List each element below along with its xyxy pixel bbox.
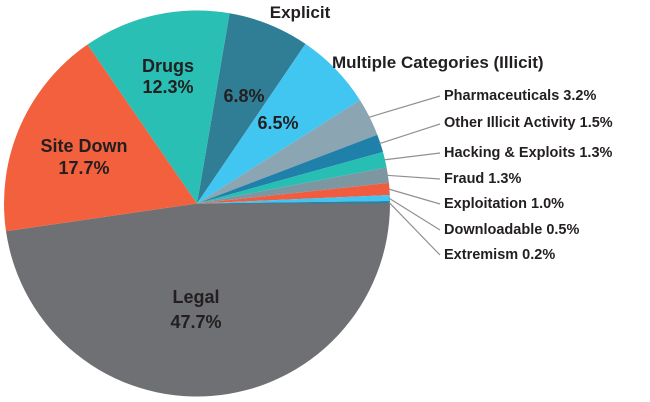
label-drugs-name: Drugs — [141, 56, 194, 76]
label-legal-name: Legal — [172, 287, 220, 307]
callout-other-illicit-activity: Other Illicit Activity 1.5% — [444, 115, 613, 131]
label-site-down-name: Site Down — [40, 136, 128, 156]
pie-slice-exploitation — [197, 182, 390, 204]
pie-slice-extremism — [197, 201, 390, 204]
pie-slice-pharmaceuticals — [197, 100, 378, 204]
leader-line — [386, 174, 441, 180]
pie-slices-group — [3, 10, 390, 397]
callout-fraud: Fraud 1.3% — [444, 171, 522, 187]
pie-slice-fraud — [197, 167, 389, 204]
callout-downloadable: Downloadable 0.5% — [444, 222, 580, 238]
label-multiple-categories-percent: 6.5% — [257, 113, 299, 133]
leader-line — [368, 95, 441, 118]
label-multiple-categories-illicit: Multiple Categories (Illicit) — [332, 53, 544, 72]
pie-slice-downloadable — [197, 195, 390, 204]
pie-slice-site-down — [3, 44, 197, 232]
leader-line — [379, 123, 441, 145]
leader-line — [388, 197, 441, 231]
pie-slice-multiple-categories-illicit — [197, 43, 360, 204]
label-drugs: Drugs 12.3% — [118, 56, 218, 98]
label-legal-percent: 47.7% — [170, 312, 222, 332]
callout-exploitation: Exploitation 1.0% — [444, 196, 565, 212]
leader-line — [383, 152, 441, 161]
label-explicit-percent: 6.8% — [223, 86, 265, 106]
label-legal: Legal 47.7% — [136, 285, 256, 335]
callout-hacking-exploits: Hacking & Exploits 1.3% — [444, 145, 613, 161]
pie-slice-hacking-exploits — [197, 151, 387, 204]
pie-slice-explicit — [197, 13, 306, 204]
label-explicit: Explicit — [269, 3, 331, 22]
pie-slice-other-illicit-activity — [197, 134, 383, 204]
leader-lines-group — [368, 95, 441, 256]
label-site-down-percent: 17.7% — [58, 158, 110, 178]
label-drugs-percent: 12.3% — [142, 77, 194, 97]
pie-slice-drugs — [87, 10, 230, 204]
callout-pharmaceuticals: Pharmaceuticals 3.2% — [444, 88, 597, 104]
pie-slice-legal — [6, 203, 390, 397]
leader-line — [388, 201, 441, 256]
callout-extremism: Extremism 0.2% — [444, 247, 556, 263]
label-site-down: Site Down 17.7% — [22, 135, 146, 179]
leader-line — [388, 188, 441, 205]
